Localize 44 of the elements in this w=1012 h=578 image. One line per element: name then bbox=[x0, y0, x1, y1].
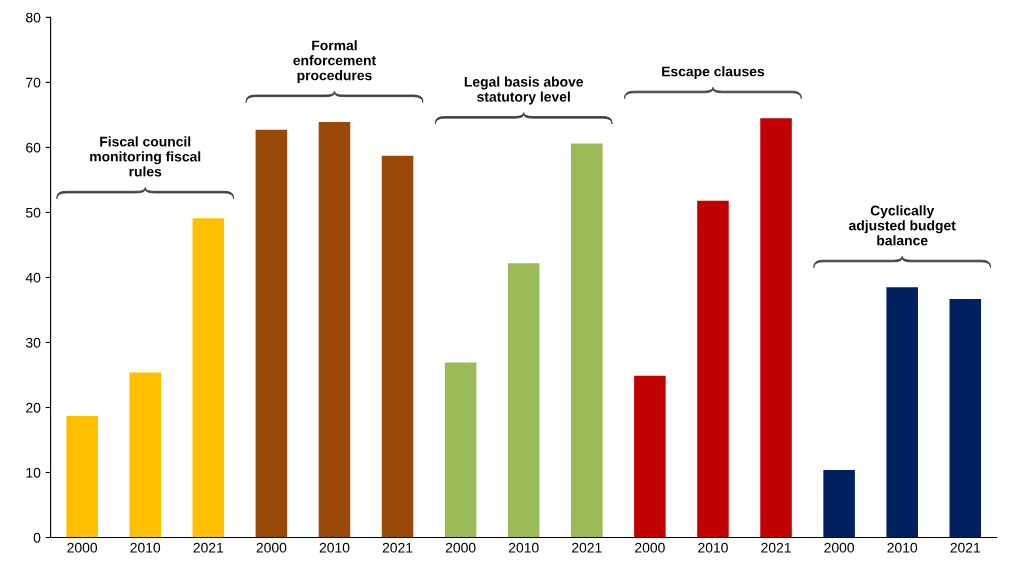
annotation: Escape clauses bbox=[662, 66, 765, 80]
x-tick-label: 2000 bbox=[67, 542, 98, 553]
x-tick-label: 2000 bbox=[824, 542, 855, 553]
x-tick-label: 2021 bbox=[193, 542, 224, 553]
bar bbox=[381, 155, 414, 538]
bar bbox=[255, 129, 288, 538]
bar bbox=[318, 122, 351, 538]
bar bbox=[949, 298, 982, 538]
annotation: Cyclically adjusted budget balance bbox=[848, 205, 956, 246]
x-tick-label: 2010 bbox=[887, 542, 918, 553]
y-tick-label: 80 bbox=[26, 12, 41, 23]
x-tick-label: 2021 bbox=[382, 542, 413, 553]
y-tick-label: 70 bbox=[26, 77, 41, 88]
x-tick-label: 2010 bbox=[130, 542, 161, 553]
x-tick-label: 2021 bbox=[761, 542, 791, 553]
bar bbox=[634, 375, 666, 538]
y-tick-label: 20 bbox=[26, 402, 41, 413]
bar bbox=[444, 362, 477, 538]
y-tick-label: 0 bbox=[33, 532, 41, 543]
x-tick-label: 2000 bbox=[256, 542, 287, 553]
y-tick-label: 60 bbox=[26, 142, 41, 153]
bar bbox=[66, 415, 98, 538]
y-tick-label: 40 bbox=[25, 272, 41, 283]
bar bbox=[192, 218, 225, 538]
x-tick-label: 2000 bbox=[445, 542, 476, 553]
bar bbox=[886, 287, 918, 538]
y-tick-label: 50 bbox=[25, 207, 41, 218]
bar bbox=[129, 372, 161, 538]
bar bbox=[760, 118, 792, 538]
x-tick-label: 2010 bbox=[508, 542, 539, 553]
x-tick-label: 2021 bbox=[572, 542, 602, 553]
y-tick-label: 30 bbox=[25, 337, 41, 348]
bar bbox=[697, 200, 729, 538]
x-tick-label: 2010 bbox=[319, 542, 350, 553]
annotation: Fiscal council monitoring fiscal rules bbox=[90, 136, 201, 177]
annotation: Legal basis above statutory level bbox=[464, 76, 584, 105]
bar bbox=[507, 263, 540, 538]
y-tick-label: 10 bbox=[26, 467, 41, 478]
bar bbox=[571, 143, 603, 538]
x-tick-label: 2021 bbox=[950, 542, 981, 553]
bar bbox=[823, 469, 855, 538]
annotation: Formal enforcement procedures bbox=[293, 40, 376, 84]
x-tick-label: 2010 bbox=[698, 542, 728, 553]
x-tick-label: 2000 bbox=[635, 542, 665, 553]
